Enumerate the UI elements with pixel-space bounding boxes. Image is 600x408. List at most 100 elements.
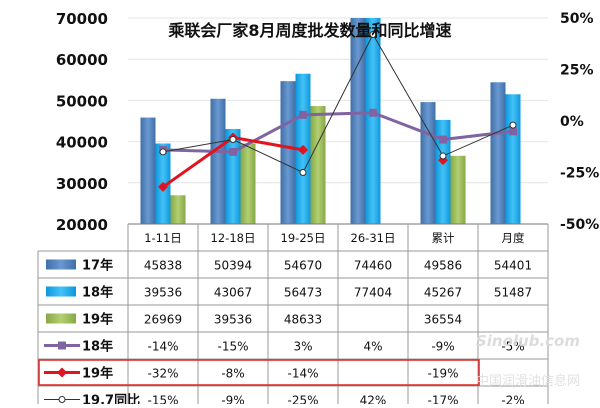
legend-label: 19年	[82, 312, 113, 328]
point-19.7同比	[369, 30, 377, 38]
legend-marker	[57, 367, 67, 378]
data-label: -2%	[501, 394, 524, 405]
point-18年	[509, 127, 517, 136]
point-19年	[298, 144, 308, 155]
data-label: -32%	[147, 367, 178, 381]
x-tick-label: 12-18日	[211, 231, 256, 245]
legend-key-19年	[46, 313, 76, 324]
point-19.7同比	[439, 152, 447, 160]
data-label: -14%	[287, 367, 318, 381]
data-label: -15%	[147, 394, 178, 405]
data-label: 50394	[214, 259, 252, 273]
line-19.7同比	[162, 33, 514, 174]
data-label: 45267	[424, 286, 462, 300]
data-label: 26969	[144, 313, 182, 327]
legend-label: 17年	[82, 258, 113, 274]
data-label: 45838	[144, 259, 182, 273]
point-19.7同比	[159, 148, 167, 156]
y-tick-label-right: 25%	[560, 63, 594, 79]
y-tick-label-right: -25%	[560, 166, 599, 182]
data-label: 48633	[284, 313, 322, 327]
data-label: -8%	[221, 367, 244, 381]
y-tick-label-left: 50000	[56, 92, 108, 110]
data-label: 3%	[293, 340, 312, 354]
y-tick-label-right: 0%	[560, 114, 584, 130]
y-tick-label-left: 70000	[56, 10, 108, 28]
bar-18年	[505, 94, 521, 224]
data-label: 51487	[494, 286, 532, 300]
x-tick-label: 月度	[502, 231, 525, 245]
legend-key-18年	[46, 286, 76, 297]
watermark-text: 中国润滑油信息网	[476, 373, 580, 389]
bar-17年	[350, 18, 366, 224]
bar-17年	[490, 82, 506, 224]
legend-label: 18年	[82, 339, 113, 355]
legend-label: 18年	[82, 285, 113, 301]
data-label: -15%	[217, 340, 248, 354]
legend-label: 19.7同比	[82, 393, 140, 405]
point-18年	[439, 135, 447, 144]
y-tick-label-left: 60000	[56, 51, 108, 69]
y-tick-label-left: 40000	[56, 134, 108, 152]
watermark-logo: Sinolub.com	[476, 332, 580, 350]
y-tick-label-right: 50%	[560, 11, 594, 27]
bar-17年	[210, 98, 226, 224]
point-19.7同比	[229, 136, 237, 144]
x-tick-label: 1-11日	[144, 231, 182, 245]
data-label: -17%	[427, 394, 458, 405]
bar-18年	[225, 128, 241, 224]
legend-marker	[58, 341, 66, 350]
bar-17年	[280, 81, 296, 224]
data-table: 1-11日 12-18日 19-25日 26-31日 累计 月度 17年 45838 50394…	[37, 223, 549, 408]
y-tick-label-left: 20000	[56, 216, 108, 234]
lines	[158, 30, 517, 192]
data-label: 4%	[363, 340, 382, 354]
data-label: -5%	[501, 340, 524, 354]
data-label: 77404	[354, 286, 392, 300]
data-label: -9%	[221, 394, 244, 405]
data-label: 42%	[360, 394, 387, 405]
bar-19年	[310, 106, 326, 224]
data-label: 74460	[354, 259, 392, 273]
bar-18年	[435, 119, 451, 224]
data-label: -14%	[147, 340, 178, 354]
point-19年	[158, 181, 168, 192]
y-tick-label-right: -50%	[560, 217, 599, 233]
line-18年	[162, 111, 514, 154]
data-label: 39536	[144, 286, 182, 300]
data-label: -25%	[287, 394, 318, 405]
data-label: 49586	[424, 259, 462, 273]
bar-19年	[240, 143, 256, 224]
legend-label: 19年	[82, 366, 113, 382]
legend-key-17年	[46, 259, 76, 270]
data-label: 39536	[214, 313, 252, 327]
data-label: 56473	[284, 286, 322, 300]
data-label: 54401	[494, 259, 532, 273]
watermark: Sinolub.com 中国润滑油信息网	[476, 332, 580, 389]
data-label: -9%	[431, 340, 454, 354]
data-label: 36554	[424, 313, 462, 327]
point-19.7同比	[509, 121, 517, 129]
point-18年	[299, 110, 307, 119]
chart-title: 乘联会厂家8月周度批发数量和同比增速	[167, 21, 451, 40]
bar-19年	[170, 195, 186, 224]
x-tick-label: 26-31日	[351, 231, 396, 245]
data-label: 43067	[214, 286, 252, 300]
grid-lines	[128, 17, 548, 184]
x-tick-label: 19-25日	[281, 231, 326, 245]
x-tick-label: 累计	[432, 231, 455, 245]
data-label: 54670	[284, 259, 322, 273]
axes: 70000 60000 50000 40000 30000 20000 50% 25% 0% -2…	[56, 10, 600, 234]
bars	[140, 18, 521, 225]
bar-19年	[450, 155, 466, 224]
data-label: -19%	[427, 367, 458, 381]
bar-17年	[140, 117, 156, 224]
legend-marker	[58, 396, 66, 403]
y-tick-label-left: 30000	[56, 175, 108, 193]
point-19.7同比	[299, 169, 307, 176]
bar-18年	[365, 18, 381, 224]
highlight-box	[38, 359, 480, 386]
point-18年	[229, 147, 237, 156]
